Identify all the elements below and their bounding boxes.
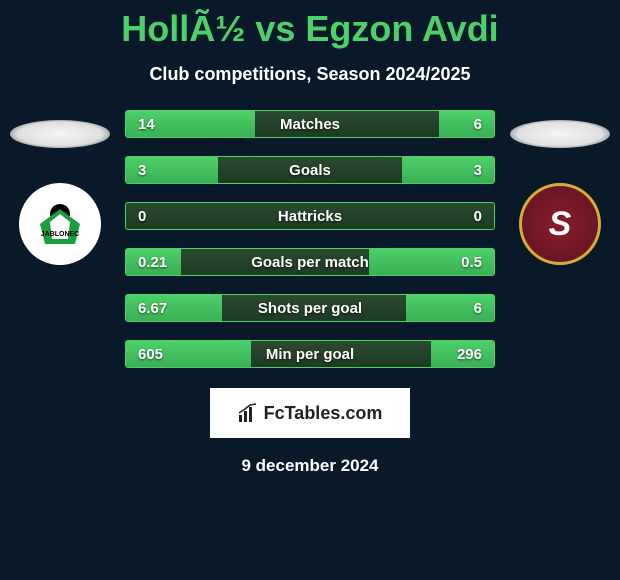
stat-row: 6.67 Shots per goal 6 (125, 294, 495, 322)
stat-value-right: 0.5 (461, 254, 482, 271)
stat-value-left: 14 (138, 116, 155, 133)
stat-label: Matches (280, 116, 340, 133)
stat-value-left: 0 (138, 208, 146, 225)
stat-bar-right (439, 111, 494, 137)
team-logo-jablonec: JABLONEC (19, 183, 101, 265)
stat-value-left: 0.21 (138, 254, 167, 271)
player-silhouette-left (10, 120, 110, 148)
comparison-panel: JABLONEC 14 Matches 6 3 Goals 3 0 Hattricks 0 0.2… (0, 110, 620, 368)
stat-row: 605 Min per goal 296 (125, 340, 495, 368)
stat-value-left: 6.67 (138, 300, 167, 317)
stat-label: Goals (289, 162, 331, 179)
stats-list: 14 Matches 6 3 Goals 3 0 Hattricks 0 0.21 Goals pe… (125, 110, 495, 368)
player-silhouette-right (510, 120, 610, 148)
stat-label: Goals per match (251, 254, 369, 271)
page-subtitle: Club competitions, Season 2024/2025 (0, 64, 620, 85)
stat-row: 0 Hattricks 0 (125, 202, 495, 230)
jablonec-crest-icon: JABLONEC (30, 194, 90, 254)
team-left-column: JABLONEC (5, 120, 115, 265)
stat-value-right: 3 (474, 162, 482, 179)
stat-value-right: 6 (474, 300, 482, 317)
stat-row: 14 Matches 6 (125, 110, 495, 138)
stat-label: Hattricks (278, 208, 342, 225)
brand-box[interactable]: FcTables.com (210, 388, 410, 438)
svg-text:JABLONEC: JABLONEC (41, 231, 80, 238)
brand-text: FcTables.com (264, 403, 383, 424)
stat-label: Shots per goal (258, 300, 362, 317)
stat-value-right: 296 (457, 346, 482, 363)
team-logo-sparta (519, 183, 601, 265)
stat-value-right: 6 (474, 116, 482, 133)
stat-value-left: 3 (138, 162, 146, 179)
stat-value-right: 0 (474, 208, 482, 225)
chart-icon (238, 403, 258, 423)
date-text: 9 december 2024 (0, 456, 620, 476)
page-title: HollÃ½ vs Egzon Avdi (0, 0, 620, 50)
stat-row: 0.21 Goals per match 0.5 (125, 248, 495, 276)
stat-row: 3 Goals 3 (125, 156, 495, 184)
stat-label: Min per goal (266, 346, 354, 363)
stat-value-left: 605 (138, 346, 163, 363)
team-right-column (505, 120, 615, 265)
